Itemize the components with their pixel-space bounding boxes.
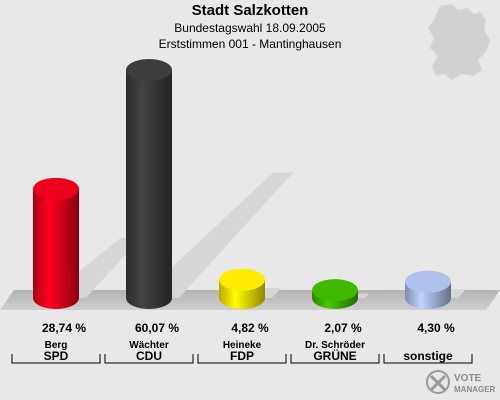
party-label: GRÜNE [313,348,356,363]
bar-top [33,177,79,200]
chart-title: Stadt Salzkotten [191,2,309,19]
bar-grüne [312,279,358,309]
chart-subtitle: Bundestagswahl 18.09.2005 [174,21,326,35]
category-bracket [383,354,473,364]
bar-top [126,59,172,81]
value-label: 2,07 % [324,321,362,335]
vote-manager-logo: VOTE MANAGER [426,370,496,394]
candidate-label: Berg [45,340,68,351]
party-label: FDP [230,349,254,363]
germany-map-icon [427,3,491,81]
candidate-label: Dr. Schröder [305,340,365,351]
logo-line2: MANAGER [454,385,496,394]
value-label: 60,07 % [135,321,179,335]
logo-circle-icon [426,370,450,394]
category-bracket [11,354,101,364]
bar-body [126,70,172,309]
logo-cross-icon [429,374,447,392]
title-block: Stadt Salzkotten Bundestagswahl 18.09.20… [0,2,500,52]
category-bracket [197,354,287,364]
candidate-label: Heineke [223,340,262,351]
value-label: 4,30 % [417,321,455,335]
category-bracket [104,354,194,364]
category-bracket [290,354,380,364]
bar-fdp [219,268,265,309]
bar-cdu [126,59,172,309]
bar-spd [33,177,79,309]
candidate-label: Wächter [129,340,169,351]
bar-body [33,188,79,309]
bar-sonstige [405,270,451,309]
party-label: sonstige [403,349,453,363]
value-label: 4,82 % [231,321,269,335]
logo-line1: VOTE [454,373,482,384]
chart-subtitle-2: Erststimmen 001 - Mantinghausen [158,37,342,51]
bar-shadow [139,172,293,298]
bars [33,59,451,309]
bar-top [219,268,265,291]
party-label: CDU [136,349,162,363]
party-label: SPD [44,349,69,363]
value-label: 28,74 % [42,321,86,335]
bar-top [312,279,358,302]
bar-top [405,270,451,293]
